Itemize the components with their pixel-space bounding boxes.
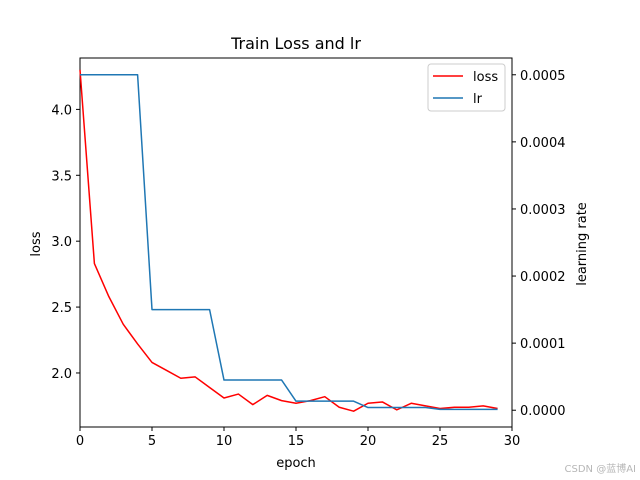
- x-tick-label: 5: [148, 434, 156, 449]
- plot-area-frame: [79, 57, 513, 428]
- watermark: CSDN @蓝博AI: [565, 462, 636, 475]
- y2-tick-label: 0.0000: [520, 404, 566, 419]
- y2-axis-label: learning rate: [575, 202, 590, 286]
- legend-label-loss: loss: [473, 70, 498, 85]
- y-tick-label: 2.5: [51, 301, 72, 316]
- x-tick-label: 0: [76, 434, 84, 449]
- x-tick-label: 15: [288, 434, 305, 449]
- series-line-loss: [79, 69, 498, 412]
- y-axis-ticks: 2.0 2.5 3.0 3.5 4.0: [51, 103, 80, 382]
- x-tick-label: 25: [432, 434, 449, 449]
- y-tick-label: 4.0: [51, 103, 72, 118]
- y-tick-label: 2.0: [51, 367, 72, 382]
- x-tick-label: 10: [216, 434, 233, 449]
- x-axis-label: epoch: [276, 456, 316, 471]
- y-tick-label: 3.5: [51, 169, 72, 184]
- y2-tick-label: 0.0002: [520, 270, 566, 285]
- y2-tick-label: 0.0003: [520, 203, 566, 218]
- series-layer: [79, 69, 498, 412]
- legend: loss lr: [427, 63, 506, 112]
- y2-tick-label: 0.0005: [520, 69, 566, 84]
- y-axis-label: loss: [29, 231, 44, 256]
- y2-axis-ticks: 0.0000 0.0001 0.0002 0.0003 0.0004 0.0005: [512, 69, 566, 419]
- series-line-lr: [80, 74, 498, 411]
- y2-tick-label: 0.0004: [520, 136, 566, 151]
- x-tick-label: 30: [504, 434, 521, 449]
- x-tick-label: 20: [360, 434, 377, 449]
- x-axis-ticks: 0 5 10 15 20 25 30: [76, 427, 520, 449]
- legend-label-lr: lr: [473, 92, 483, 107]
- y2-tick-label: 0.0001: [520, 337, 566, 352]
- chart-title: Train Loss and lr: [230, 34, 361, 53]
- y-tick-label: 3.0: [51, 235, 72, 250]
